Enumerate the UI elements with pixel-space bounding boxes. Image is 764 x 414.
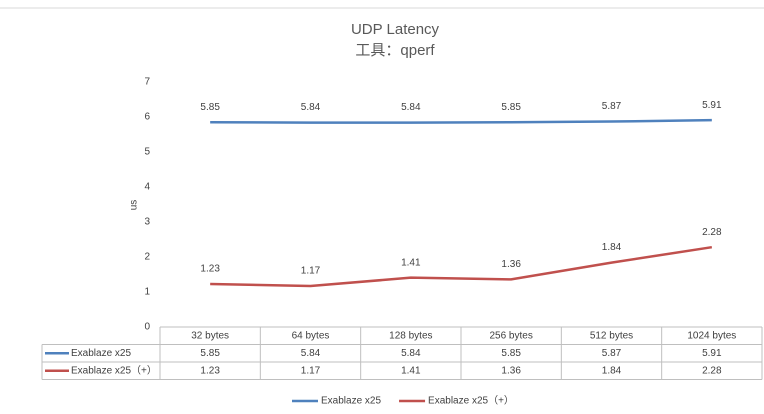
table-value: 5.84 <box>401 348 421 359</box>
data-label: 5.87 <box>602 101 622 112</box>
chart-title: UDP Latency <box>351 21 440 38</box>
table-value: 5.85 <box>501 348 521 359</box>
data-label: 2.28 <box>702 227 722 238</box>
table-value: 1.23 <box>200 365 220 376</box>
y-tick-label: 2 <box>144 252 150 263</box>
y-tick-label: 6 <box>144 112 150 123</box>
table-series-name: Exablaze x25 <box>71 348 131 359</box>
table-value: 1.36 <box>501 365 521 376</box>
table-value: 5.84 <box>301 348 321 359</box>
table-value: 1.41 <box>401 365 421 376</box>
y-tick-label: 3 <box>144 217 150 228</box>
data-label: 5.84 <box>401 102 421 113</box>
data-label: 5.85 <box>501 102 521 113</box>
legend-label: Exablaze x25（+） <box>428 395 514 407</box>
y-tick-label: 5 <box>144 147 150 158</box>
y-tick-label: 4 <box>144 182 150 193</box>
x-tick-label: 64 bytes <box>292 330 330 341</box>
data-label: 1.23 <box>200 264 220 275</box>
data-label: 5.84 <box>301 102 321 113</box>
table-value: 5.87 <box>602 348 622 359</box>
legend-label: Exablaze x25 <box>321 396 381 407</box>
x-tick-label: 32 bytes <box>191 330 229 341</box>
x-tick-label: 256 bytes <box>489 330 532 341</box>
data-label: 1.41 <box>401 257 421 268</box>
data-label: 5.85 <box>200 102 220 113</box>
series-line <box>210 245 713 288</box>
table-value: 5.91 <box>702 348 722 359</box>
table-series-name: Exablaze x25（+） <box>71 364 157 376</box>
table-value: 1.17 <box>301 365 321 376</box>
data-label: 1.36 <box>501 259 521 270</box>
chart-subtitle: 工具：qperf <box>355 42 435 59</box>
table-value: 5.85 <box>200 348 220 359</box>
y-axis-label: us <box>129 200 140 211</box>
data-label: 5.91 <box>702 100 722 111</box>
x-tick-label: 128 bytes <box>389 330 432 341</box>
y-tick-label: 7 <box>144 77 150 88</box>
data-label: 1.17 <box>301 266 321 277</box>
data-label: 1.84 <box>602 242 622 253</box>
y-tick-label: 0 <box>144 322 150 333</box>
table-value: 1.84 <box>602 365 622 376</box>
y-tick-label: 1 <box>144 287 150 298</box>
x-tick-label: 1024 bytes <box>687 330 736 341</box>
series-line <box>210 118 712 124</box>
table-value: 2.28 <box>702 365 722 376</box>
x-tick-label: 512 bytes <box>590 330 633 341</box>
